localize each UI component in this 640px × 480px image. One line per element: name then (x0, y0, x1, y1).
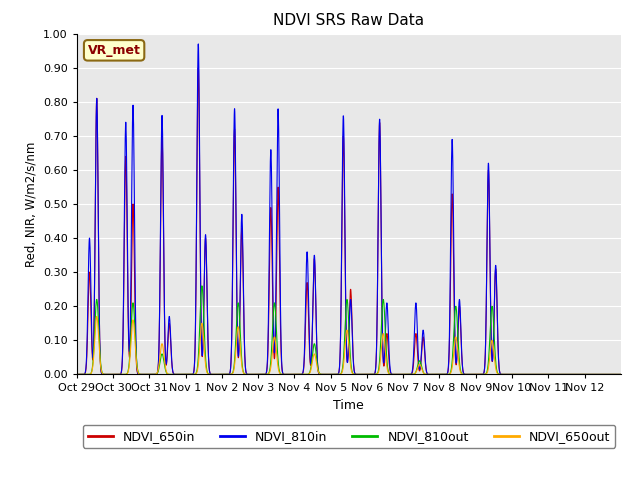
Legend: NDVI_650in, NDVI_810in, NDVI_810out, NDVI_650out: NDVI_650in, NDVI_810in, NDVI_810out, NDV… (83, 425, 615, 448)
NDVI_650out (135, 371, 143, 377)
NDVI_650in (282, 372, 289, 377)
NDVI_650out (73, 372, 81, 377)
Text: VR_met: VR_met (88, 44, 141, 57)
NDVI_810in (73, 372, 81, 377)
NDVI_810out (607, 372, 614, 377)
NDVI_650out (305, 371, 313, 377)
X-axis label: Time: Time (333, 399, 364, 412)
NDVI_650in (305, 338, 313, 344)
NDVI_810in (607, 372, 614, 377)
NDVI_810out (198, 283, 206, 288)
NDVI_650in (548, 372, 556, 377)
NDVI_810out (282, 372, 289, 377)
NDVI_650in (617, 372, 625, 377)
NDVI_650out (93, 313, 100, 319)
NDVI_810out (617, 372, 625, 377)
Line: NDVI_810in: NDVI_810in (77, 44, 621, 374)
NDVI_650in (548, 372, 556, 377)
NDVI_650in (135, 372, 143, 377)
NDVI_650in (607, 372, 614, 377)
NDVI_810out (565, 372, 573, 377)
NDVI_810out (305, 371, 313, 376)
Y-axis label: Red, NIR, W/m2/s/nm: Red, NIR, W/m2/s/nm (24, 141, 38, 267)
NDVI_650in (195, 65, 202, 71)
NDVI_810out (135, 371, 143, 376)
NDVI_810in (167, 346, 175, 351)
NDVI_650out (607, 372, 614, 377)
NDVI_810in (548, 372, 556, 377)
NDVI_650in (167, 349, 175, 355)
NDVI_810out (73, 372, 81, 377)
NDVI_650out (565, 372, 573, 377)
NDVI_810in (548, 372, 556, 377)
NDVI_650out (282, 372, 289, 377)
Line: NDVI_650in: NDVI_650in (77, 68, 621, 374)
NDVI_810in (617, 372, 625, 377)
NDVI_650out (548, 372, 556, 377)
NDVI_810in (282, 372, 289, 377)
NDVI_650in (73, 372, 81, 377)
Title: NDVI SRS Raw Data: NDVI SRS Raw Data (273, 13, 424, 28)
Line: NDVI_650out: NDVI_650out (77, 316, 621, 374)
NDVI_810in (195, 41, 202, 47)
NDVI_810in (305, 327, 313, 333)
NDVI_810in (135, 372, 143, 377)
Line: NDVI_810out: NDVI_810out (77, 286, 621, 374)
NDVI_650out (617, 372, 625, 377)
NDVI_650out (168, 372, 175, 377)
NDVI_810out (167, 372, 175, 377)
NDVI_810out (548, 372, 556, 377)
